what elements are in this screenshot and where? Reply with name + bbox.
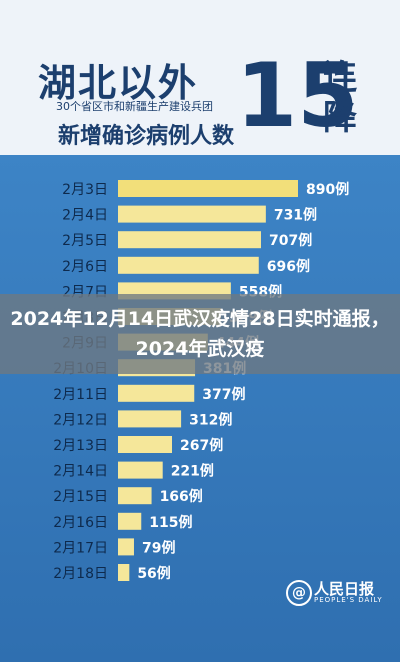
bar	[118, 180, 298, 197]
value-label: 166例	[160, 488, 203, 505]
category-label: 2月15日	[53, 489, 108, 505]
bar	[118, 256, 259, 274]
value-label: 56例	[137, 565, 170, 582]
bar	[118, 410, 182, 428]
value-label: 79例	[142, 539, 175, 556]
bar	[118, 384, 195, 402]
category-label: 2月18日	[53, 566, 108, 582]
streak-number: 15	[236, 44, 359, 147]
category-label: 2月3日	[62, 182, 108, 198]
watermark: @ 人民日报 PEOPLE'S DAILY	[286, 578, 386, 608]
category-label: 2月4日	[62, 208, 108, 224]
bar	[118, 564, 130, 581]
bar	[118, 205, 266, 223]
streak-side-char-1: 连	[323, 58, 357, 98]
value-label: 731例	[274, 207, 317, 224]
header-panel: 湖北以外 30个省区市和新疆生产建设兵团 新增确诊病例人数 15 连 降	[0, 0, 400, 155]
category-label: 2月13日	[53, 438, 108, 454]
watermark-name: 人民日报	[314, 580, 375, 598]
value-label: 221例	[171, 463, 214, 480]
value-label: 377例	[202, 386, 245, 403]
bar	[118, 487, 152, 505]
category-label: 2月17日	[53, 540, 108, 556]
category-label: 2月16日	[53, 515, 108, 531]
category-label: 2月5日	[62, 233, 108, 249]
value-label: 267例	[180, 437, 223, 454]
category-label: 2月12日	[53, 412, 108, 428]
value-label: 312例	[189, 411, 232, 428]
category-label: 2月14日	[53, 464, 108, 480]
bar	[118, 512, 142, 530]
category-label: 2月11日	[53, 387, 108, 403]
bar	[118, 538, 134, 556]
bar	[118, 436, 172, 453]
value-label: 115例	[149, 514, 192, 531]
caption-overlay: 2024年12月14日武汉疫情28日实时通报，2024年武汉疫	[0, 294, 400, 374]
value-label: 707例	[269, 232, 312, 249]
streak-side-char-2: 降	[323, 98, 357, 138]
title-main: 湖北以外	[38, 61, 199, 105]
streak-side-text: 连 降	[318, 58, 362, 138]
subtitle-mid: 新增确诊病例人数	[58, 124, 235, 149]
subtitle-small: 30个省区市和新疆生产建设兵团	[56, 100, 213, 113]
value-label: 890例	[306, 181, 349, 198]
bar	[118, 231, 261, 249]
watermark-logo-icon: @	[286, 580, 312, 606]
watermark-sub: PEOPLE'S DAILY	[314, 596, 383, 604]
value-label: 696例	[267, 258, 310, 275]
caption-text: 2024年12月14日武汉疫情28日实时通报，2024年武汉疫	[10, 308, 390, 360]
bar	[118, 461, 163, 479]
category-label: 2月6日	[62, 259, 108, 275]
